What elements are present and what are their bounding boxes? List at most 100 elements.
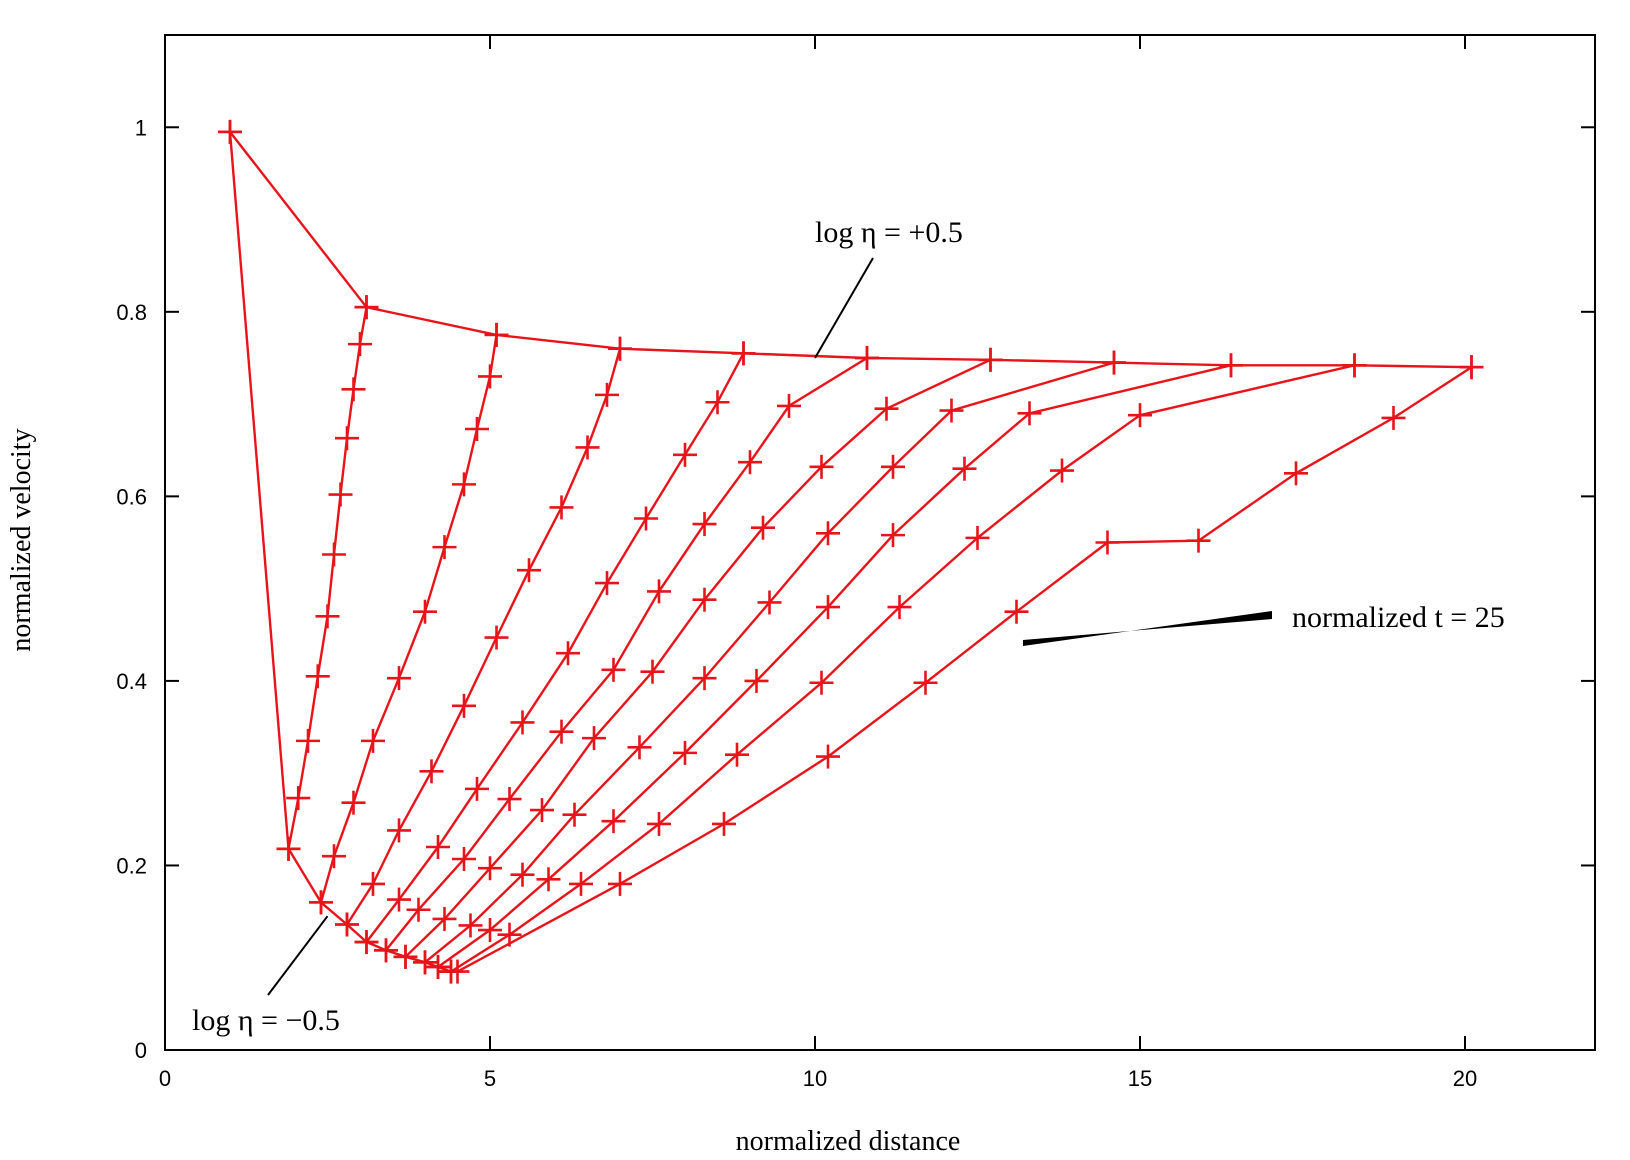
data-point	[1128, 403, 1152, 428]
data-point	[361, 728, 385, 753]
data-point	[465, 417, 489, 442]
data-point	[387, 818, 411, 843]
data-point	[562, 802, 587, 827]
data-point	[1095, 530, 1120, 555]
data-point	[1004, 599, 1029, 624]
series-line-8	[424, 361, 1115, 964]
data-point	[1017, 401, 1042, 426]
data-point	[640, 659, 665, 684]
data-point	[465, 776, 489, 801]
data-point	[647, 811, 671, 836]
data-point	[692, 587, 717, 612]
y-tick-label: 0.4	[116, 669, 147, 694]
data-point	[601, 657, 626, 682]
y-tick-label: 0.2	[116, 853, 147, 878]
data-point	[582, 726, 606, 751]
data-point	[712, 811, 736, 836]
x-axis-title: normalized distance	[736, 1126, 961, 1157]
data-point	[913, 670, 938, 695]
data-point	[816, 521, 840, 546]
data-point	[517, 558, 541, 583]
data-point	[738, 450, 762, 475]
data-point	[809, 454, 834, 479]
y-tick-label: 0.6	[116, 484, 147, 509]
data-point	[484, 322, 509, 347]
data-point	[816, 744, 840, 769]
data-point	[608, 336, 632, 361]
x-tick-label: 20	[1453, 1066, 1477, 1091]
data-point	[939, 398, 964, 423]
data-point	[341, 377, 366, 402]
y-axis-title: normalized velocity	[6, 428, 37, 651]
data-point	[413, 950, 437, 975]
data-point	[478, 856, 502, 881]
data-point	[757, 590, 782, 615]
data-point	[627, 735, 652, 760]
data-point	[286, 786, 311, 811]
data-point	[478, 364, 502, 389]
series-line-0	[229, 131, 1472, 369]
data-point	[673, 740, 697, 765]
data-point	[705, 390, 730, 415]
annotation-log-eta-plus: log η = +0.5	[815, 216, 963, 249]
data-point	[432, 906, 457, 931]
series-line-5	[365, 352, 745, 943]
axis-ticks	[164, 35, 1595, 1051]
plot-frame	[164, 34, 1596, 1051]
data-point	[751, 515, 775, 540]
data-point	[952, 456, 977, 481]
data-point	[608, 871, 632, 896]
data-point	[322, 844, 346, 869]
data-point	[549, 719, 574, 744]
data-point	[315, 604, 340, 629]
data-point	[413, 599, 437, 624]
data-point	[432, 535, 457, 560]
data-point	[881, 454, 905, 479]
data-point	[419, 759, 444, 784]
data-point	[426, 835, 450, 859]
data-point	[452, 846, 476, 871]
data-point	[549, 495, 574, 520]
data-point	[348, 332, 372, 357]
data-point	[458, 913, 483, 938]
data-point	[601, 809, 626, 834]
data-point	[445, 959, 470, 984]
data-point	[387, 887, 411, 912]
x-tick-label: 10	[803, 1066, 827, 1091]
data-point	[725, 742, 749, 767]
data-point	[536, 867, 561, 892]
data-point	[887, 595, 912, 620]
data-point	[341, 790, 366, 815]
annotation-group: log η = +0.5 normalized t = 25 log η = −0.…	[192, 216, 1505, 1037]
y-tick-label: 1	[135, 115, 147, 140]
data-point	[276, 836, 301, 861]
data-point	[1342, 353, 1367, 378]
tick-labels: 0 5 10 15 20 0 0.2 0.4 0.6 0.8 1	[116, 115, 1477, 1091]
data-point	[647, 579, 671, 604]
data-point	[673, 442, 697, 467]
data-point	[484, 625, 509, 650]
annotation-leader	[814, 257, 874, 359]
annotation-normalized-t: normalized t = 25	[1292, 601, 1505, 634]
data-point	[1186, 528, 1211, 553]
data-point	[374, 938, 398, 963]
data-point	[452, 693, 476, 718]
data-point	[305, 664, 330, 689]
data-point	[595, 382, 619, 407]
data-point	[809, 670, 834, 695]
data-point	[965, 525, 990, 550]
annotation-leader	[267, 915, 329, 996]
data-point	[1050, 458, 1074, 483]
data-point	[1459, 355, 1484, 380]
series-line-1	[228, 131, 452, 973]
marker-group	[218, 119, 1484, 984]
series-group	[228, 131, 1473, 973]
data-point	[569, 871, 593, 896]
data-point	[978, 347, 1003, 372]
data-point	[1284, 461, 1308, 486]
data-point	[322, 542, 346, 567]
data-point	[1102, 350, 1126, 375]
x-tick-label: 5	[484, 1066, 496, 1091]
data-point	[393, 944, 418, 969]
